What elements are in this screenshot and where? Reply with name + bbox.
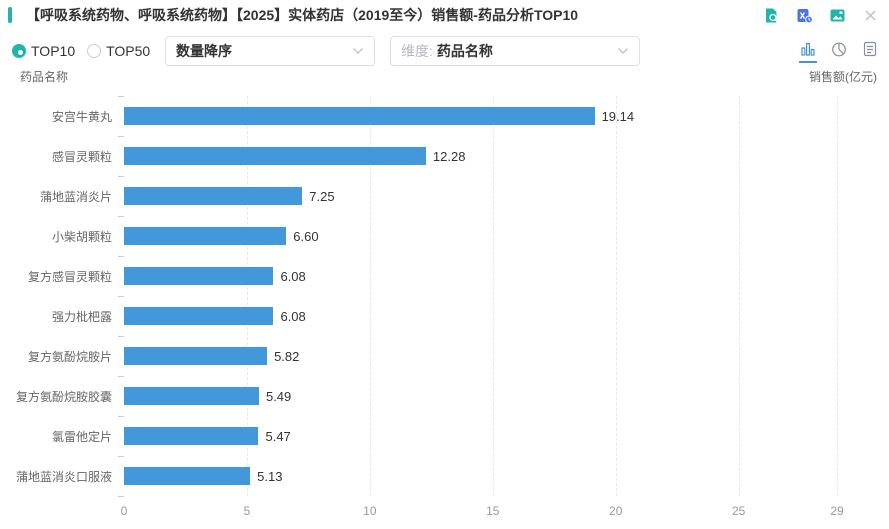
bar-row: 感冒灵颗粒 12.28 bbox=[0, 136, 889, 176]
dimension-select[interactable]: 维度: 药品名称 bbox=[390, 36, 640, 66]
value-label: 12.28 bbox=[432, 148, 466, 164]
chevron-down-icon bbox=[617, 42, 629, 60]
topn-radio-group: TOP10 TOP50 bbox=[12, 36, 150, 66]
bar-row: 小柴胡颗粒 6.60 bbox=[0, 216, 889, 256]
bar[interactable] bbox=[124, 307, 274, 325]
x-axis-tick-label: 5 bbox=[243, 504, 251, 518]
value-label: 5.13 bbox=[257, 468, 283, 484]
radio-label: TOP50 bbox=[106, 43, 151, 59]
value-label: 6.60 bbox=[293, 228, 319, 244]
x-axis-tick-label: 15 bbox=[486, 504, 500, 518]
bar-row: 复方感冒灵颗粒 6.08 bbox=[0, 256, 889, 296]
controls-row: TOP10 TOP50 数量降序 维度: 药品名称 bbox=[0, 36, 889, 66]
value-label: 5.82 bbox=[274, 348, 300, 364]
panel-title: 【呼吸系统药物、呼吸系统药物】【2025】实体药店（2019至今）销售额-药品分… bbox=[26, 7, 579, 23]
bar-chart-view-button[interactable] bbox=[799, 40, 817, 63]
bar[interactable] bbox=[124, 147, 426, 165]
bar-row: 安宫牛黄丸 19.14 bbox=[0, 96, 889, 136]
category-label: 蒲地蓝消炎口服液 bbox=[15, 469, 112, 484]
x-axis-tick-label: 25 bbox=[731, 504, 746, 518]
close-icon[interactable] bbox=[861, 6, 879, 24]
value-label: 5.49 bbox=[265, 388, 292, 404]
value-label: 6.08 bbox=[280, 308, 306, 324]
y-axis-tick bbox=[118, 496, 124, 497]
panel-header: 【呼吸系统药物、呼吸系统药物】【2025】实体药店（2019至今）销售额-药品分… bbox=[0, 0, 889, 30]
dimension-value: 药品名称 bbox=[436, 43, 493, 59]
sort-order-select[interactable]: 数量降序 bbox=[165, 36, 375, 66]
bar-row: 蒲地蓝消炎片 7.25 bbox=[0, 176, 889, 216]
view-switcher bbox=[799, 36, 879, 66]
bar[interactable] bbox=[124, 347, 268, 365]
bar[interactable] bbox=[124, 187, 303, 205]
radio-top50[interactable]: TOP50 bbox=[87, 43, 150, 59]
category-label: 复方感冒灵颗粒 bbox=[27, 269, 112, 284]
radio-label: TOP10 bbox=[31, 43, 76, 59]
x-axis-tick-label: 29 bbox=[830, 504, 844, 518]
bar-row: 强力枇杷露 6.08 bbox=[0, 296, 889, 336]
category-label: 复方氨酚烷胺胶囊 bbox=[15, 389, 112, 404]
value-label: 19.14 bbox=[601, 108, 635, 124]
bar-row: 氯雷他定片 5.47 bbox=[0, 416, 889, 456]
bar[interactable] bbox=[124, 227, 287, 245]
table-view-button[interactable] bbox=[861, 40, 879, 63]
title-accent-bar bbox=[8, 7, 12, 23]
bar[interactable] bbox=[124, 467, 251, 485]
radio-circle bbox=[87, 44, 102, 58]
value-label: 5.47 bbox=[265, 428, 291, 444]
radio-circle bbox=[12, 44, 26, 58]
x-axis-tick-label: 10 bbox=[363, 504, 377, 518]
category-label: 安宫牛黄丸 bbox=[51, 109, 112, 124]
bar-row: 蒲地蓝消炎口服液 5.13 bbox=[0, 456, 889, 496]
bar-chart: 安宫牛黄丸 19.14 感冒灵颗粒 12.28 蒲地蓝消炎片 7.25 小柴胡颗粒 6.60 复… bbox=[0, 96, 889, 496]
x-axis-tick-label: 20 bbox=[609, 504, 623, 518]
x-axis-tick-label: 0 bbox=[120, 504, 128, 518]
bar[interactable] bbox=[124, 267, 274, 285]
bar-row: 复方氨酚烷胺胶囊 5.49 bbox=[0, 376, 889, 416]
category-label: 强力枇杷露 bbox=[51, 309, 112, 324]
value-label: 6.08 bbox=[280, 268, 306, 284]
category-label: 复方氨酚烷胺片 bbox=[27, 349, 112, 364]
dimension-label: 维度: bbox=[401, 43, 433, 59]
bar[interactable] bbox=[124, 107, 595, 125]
x-axis: 0 5 10 15 20 25 29 bbox=[120, 504, 844, 524]
category-label: 小柴胡颗粒 bbox=[51, 229, 112, 244]
radio-top10[interactable]: TOP10 bbox=[12, 43, 75, 59]
bar-row: 复方氨酚烷胺片 5.82 bbox=[0, 336, 889, 376]
bar[interactable] bbox=[124, 427, 259, 445]
header-actions bbox=[762, 0, 879, 30]
excel-export-icon[interactable] bbox=[795, 6, 813, 24]
category-label: 感冒灵颗粒 bbox=[51, 149, 112, 164]
pie-chart-view-button[interactable] bbox=[830, 40, 848, 63]
chevron-down-icon bbox=[352, 42, 364, 60]
report-search-icon[interactable] bbox=[762, 6, 780, 24]
category-label: 氯雷他定片 bbox=[51, 429, 112, 444]
sort-order-value: 数量降序 bbox=[176, 43, 232, 59]
save-image-icon[interactable] bbox=[828, 6, 846, 24]
x-axis-name: 销售额(亿元) bbox=[809, 70, 877, 84]
category-label: 蒲地蓝消炎片 bbox=[39, 189, 112, 204]
bar[interactable] bbox=[124, 387, 259, 405]
y-axis-name: 药品名称 bbox=[20, 70, 69, 84]
value-label: 7.25 bbox=[309, 188, 335, 204]
